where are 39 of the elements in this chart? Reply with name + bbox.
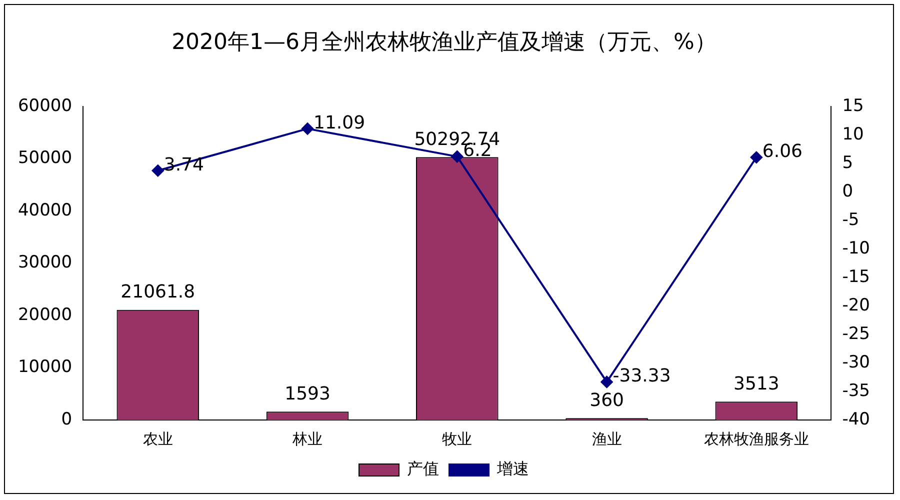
x-tick-label: 农林牧渔服务业 [704, 430, 809, 448]
y2-tick-label: -25 [842, 324, 870, 344]
y2-tick-label: -5 [842, 210, 860, 230]
data-label: 1593 [284, 383, 330, 404]
y2-tick-label: -20 [842, 295, 870, 316]
y-tick-label: 10000 [18, 357, 72, 378]
y-tick-label: 60000 [18, 96, 72, 116]
y-tick-label: 20000 [18, 304, 72, 325]
y-tick-label: 0 [61, 409, 72, 430]
y-tick-label: 40000 [18, 200, 72, 220]
point [600, 376, 613, 388]
y2-tick-label: 15 [842, 96, 864, 116]
y2-tick-label: 5 [842, 152, 854, 173]
y2-tick-label: -35 [842, 380, 870, 401]
data-label: -33.33 [612, 366, 671, 387]
chart-title: 2020年1—6月全州农林牧渔业产值及增速（万元、%） [172, 30, 716, 55]
data-label: 6.06 [762, 141, 802, 162]
y2-tick-label: 10 [842, 124, 864, 144]
y-tick-label: 30000 [18, 252, 72, 273]
point [302, 122, 314, 135]
y2-tick-label: -15 [842, 266, 870, 287]
point [451, 150, 464, 163]
legend-label: 增速 [496, 459, 529, 478]
y-tick-label: 50000 [18, 148, 72, 168]
data-label: 360 [590, 390, 624, 411]
x-tick-label: 林业 [292, 430, 323, 448]
data-label: 21061.8 [120, 282, 196, 303]
x-tick-label: 农业 [142, 430, 173, 448]
y2-tick-label: -40 [842, 409, 870, 430]
legend-label: 产值 [407, 459, 439, 478]
y2-tick-label: -10 [842, 238, 870, 258]
point [152, 164, 164, 177]
data-label: 11.09 [314, 112, 366, 134]
y2-tick-label: 0 [842, 181, 854, 202]
data-label: 3513 [734, 373, 780, 394]
x-tick-label: 牧业 [442, 430, 472, 448]
y2-tick-label: -30 [842, 352, 870, 372]
point [750, 151, 762, 164]
x-tick-label: 渔业 [592, 430, 622, 448]
